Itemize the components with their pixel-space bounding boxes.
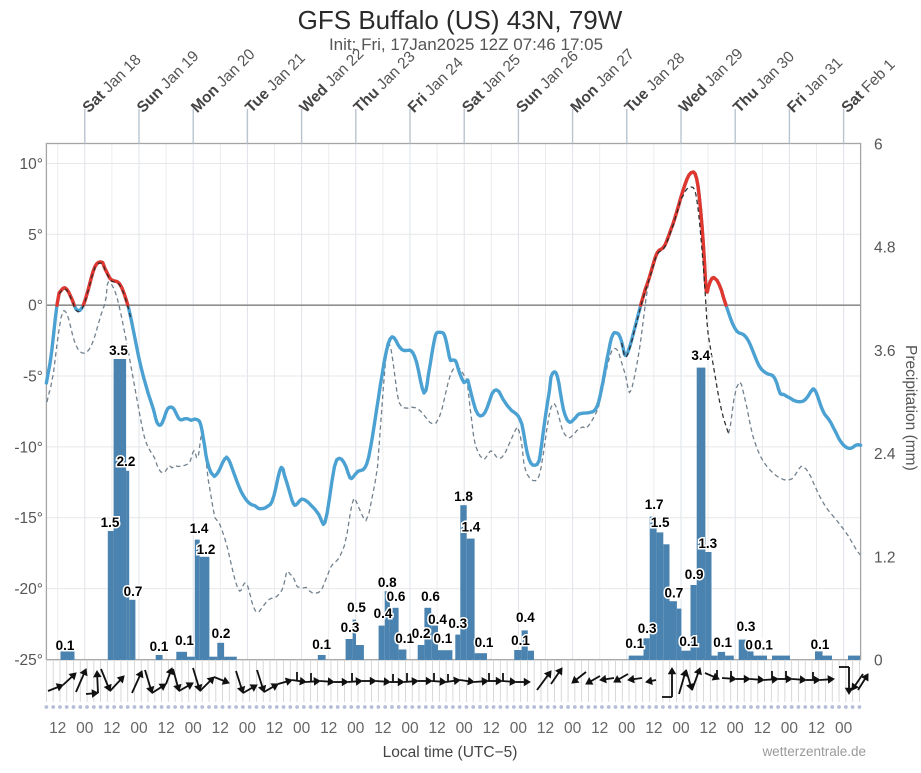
svg-text:0.4: 0.4 bbox=[374, 606, 393, 621]
svg-text:1.8: 1.8 bbox=[454, 489, 473, 504]
svg-text:00: 00 bbox=[672, 720, 690, 737]
svg-text:0.7: 0.7 bbox=[665, 586, 684, 601]
svg-text:6: 6 bbox=[874, 137, 883, 154]
svg-text:1.2: 1.2 bbox=[874, 549, 896, 566]
svg-text:12: 12 bbox=[754, 720, 771, 737]
svg-text:12: 12 bbox=[212, 720, 229, 737]
svg-text:-25°: -25° bbox=[14, 652, 43, 669]
svg-text:12: 12 bbox=[157, 720, 174, 737]
svg-text:0.1: 0.1 bbox=[511, 633, 530, 648]
svg-text:12: 12 bbox=[266, 720, 283, 737]
svg-text:0.1: 0.1 bbox=[811, 637, 830, 652]
svg-text:10°: 10° bbox=[20, 156, 43, 173]
svg-text:0.1: 0.1 bbox=[625, 636, 644, 651]
svg-text:00: 00 bbox=[239, 720, 257, 737]
svg-text:00: 00 bbox=[727, 720, 745, 737]
svg-text:12: 12 bbox=[320, 720, 337, 737]
svg-text:00: 00 bbox=[564, 720, 582, 737]
svg-text:wetterzentrale.de: wetterzentrale.de bbox=[761, 744, 866, 759]
svg-text:12: 12 bbox=[645, 720, 662, 737]
svg-text:0.6: 0.6 bbox=[387, 589, 406, 604]
svg-text:3.6: 3.6 bbox=[874, 343, 896, 360]
svg-text:0.3: 0.3 bbox=[638, 621, 657, 636]
svg-text:0.2: 0.2 bbox=[212, 626, 231, 641]
svg-text:-10°: -10° bbox=[14, 439, 43, 456]
svg-text:00: 00 bbox=[456, 720, 474, 737]
svg-text:00: 00 bbox=[293, 720, 311, 737]
svg-text:-5°: -5° bbox=[23, 369, 43, 386]
svg-text:1.2: 1.2 bbox=[197, 542, 216, 557]
svg-text:Init: Fri, 17Jan2025 12Z 07:46: Init: Fri, 17Jan2025 12Z 07:46 17:05 bbox=[329, 35, 603, 54]
svg-text:Local time (UTC−5): Local time (UTC−5) bbox=[383, 744, 518, 761]
svg-text:0.8: 0.8 bbox=[378, 575, 397, 590]
svg-text:5°: 5° bbox=[28, 227, 43, 244]
svg-text:GFS Buffalo (US) 43N, 79W: GFS Buffalo (US) 43N, 79W bbox=[298, 5, 623, 35]
svg-text:0°: 0° bbox=[28, 298, 43, 315]
svg-text:0.1: 0.1 bbox=[679, 634, 698, 649]
svg-text:0: 0 bbox=[874, 653, 883, 670]
svg-text:1.4: 1.4 bbox=[462, 520, 481, 535]
svg-text:1.3: 1.3 bbox=[698, 536, 717, 551]
svg-text:12: 12 bbox=[483, 720, 500, 737]
svg-text:12: 12 bbox=[103, 720, 120, 737]
svg-text:0.1: 0.1 bbox=[56, 638, 75, 653]
svg-text:00: 00 bbox=[618, 720, 636, 737]
svg-text:0.3: 0.3 bbox=[448, 616, 467, 631]
svg-text:00: 00 bbox=[510, 720, 528, 737]
svg-text:0.1: 0.1 bbox=[175, 633, 194, 648]
svg-text:3.4: 3.4 bbox=[691, 348, 710, 363]
svg-text:12: 12 bbox=[591, 720, 608, 737]
svg-text:0.1: 0.1 bbox=[395, 631, 414, 646]
svg-text:0.4: 0.4 bbox=[428, 612, 447, 627]
svg-text:0.2: 0.2 bbox=[412, 626, 431, 641]
svg-text:0.3: 0.3 bbox=[341, 620, 360, 635]
svg-text:12: 12 bbox=[374, 720, 391, 737]
svg-text:3.5: 3.5 bbox=[109, 343, 128, 358]
svg-text:0.4: 0.4 bbox=[516, 610, 535, 625]
svg-text:0.3: 0.3 bbox=[737, 619, 756, 634]
svg-text:0.6: 0.6 bbox=[421, 589, 440, 604]
svg-text:0.1: 0.1 bbox=[745, 638, 764, 653]
svg-text:1.7: 1.7 bbox=[645, 497, 664, 512]
svg-text:0.5: 0.5 bbox=[347, 600, 366, 615]
svg-text:00: 00 bbox=[835, 720, 853, 737]
svg-text:12: 12 bbox=[537, 720, 554, 737]
svg-text:2.2: 2.2 bbox=[117, 454, 136, 469]
svg-text:00: 00 bbox=[347, 720, 365, 737]
svg-text:0.7: 0.7 bbox=[124, 584, 143, 599]
svg-text:12: 12 bbox=[808, 720, 825, 737]
svg-text:Precipitation (mm): Precipitation (mm) bbox=[902, 345, 919, 471]
svg-text:0.1: 0.1 bbox=[434, 631, 453, 646]
svg-text:-20°: -20° bbox=[14, 581, 43, 598]
svg-text:0.1: 0.1 bbox=[150, 639, 169, 654]
svg-text:00: 00 bbox=[401, 720, 419, 737]
svg-text:00: 00 bbox=[781, 720, 799, 737]
svg-text:2.4: 2.4 bbox=[874, 446, 896, 463]
svg-text:-15°: -15° bbox=[14, 510, 43, 527]
svg-text:0.1: 0.1 bbox=[475, 635, 494, 650]
svg-text:1.5: 1.5 bbox=[651, 515, 670, 530]
svg-text:0.1: 0.1 bbox=[312, 637, 331, 652]
svg-text:00: 00 bbox=[130, 720, 148, 737]
svg-text:1.4: 1.4 bbox=[190, 521, 209, 536]
svg-text:12: 12 bbox=[699, 720, 716, 737]
svg-text:00: 00 bbox=[185, 720, 203, 737]
svg-text:12: 12 bbox=[428, 720, 445, 737]
svg-text:4.8: 4.8 bbox=[874, 240, 896, 257]
svg-text:12: 12 bbox=[49, 720, 66, 737]
svg-text:0.9: 0.9 bbox=[685, 567, 704, 582]
svg-text:1.5: 1.5 bbox=[101, 515, 120, 530]
svg-text:0.1: 0.1 bbox=[713, 635, 732, 650]
svg-text:00: 00 bbox=[76, 720, 94, 737]
svg-text:0.1: 0.1 bbox=[754, 638, 773, 653]
